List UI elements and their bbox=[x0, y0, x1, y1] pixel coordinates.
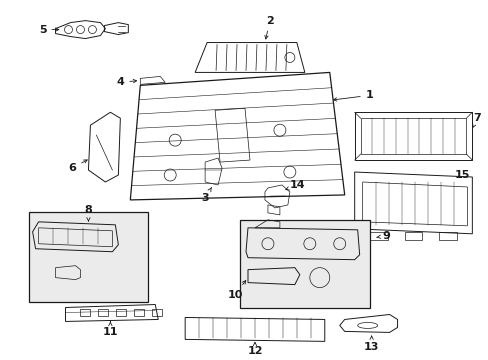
Text: 9: 9 bbox=[376, 231, 390, 241]
Text: 6: 6 bbox=[68, 160, 87, 173]
Text: 15: 15 bbox=[453, 170, 469, 180]
Bar bbox=[404, 232, 422, 240]
Text: 11: 11 bbox=[102, 322, 118, 337]
Text: 1: 1 bbox=[333, 90, 373, 101]
Bar bbox=[81, 310, 90, 316]
Text: 12: 12 bbox=[247, 342, 262, 356]
Bar bbox=[116, 310, 126, 316]
Text: 7: 7 bbox=[472, 113, 480, 127]
Text: 8: 8 bbox=[84, 205, 92, 221]
Bar bbox=[98, 310, 108, 316]
Bar bbox=[439, 232, 456, 240]
Text: 3: 3 bbox=[201, 188, 211, 203]
Text: 10: 10 bbox=[227, 280, 245, 300]
Text: 2: 2 bbox=[264, 15, 273, 39]
Bar bbox=[29, 212, 148, 302]
Text: 13: 13 bbox=[363, 336, 379, 352]
Bar bbox=[152, 310, 162, 316]
Text: 14: 14 bbox=[285, 180, 305, 190]
Bar bbox=[360, 118, 466, 154]
Bar bbox=[369, 232, 387, 240]
Bar bbox=[240, 220, 369, 307]
Text: 5: 5 bbox=[39, 24, 59, 35]
Bar bbox=[354, 112, 471, 160]
Text: 4: 4 bbox=[116, 77, 136, 87]
Bar bbox=[134, 310, 144, 316]
